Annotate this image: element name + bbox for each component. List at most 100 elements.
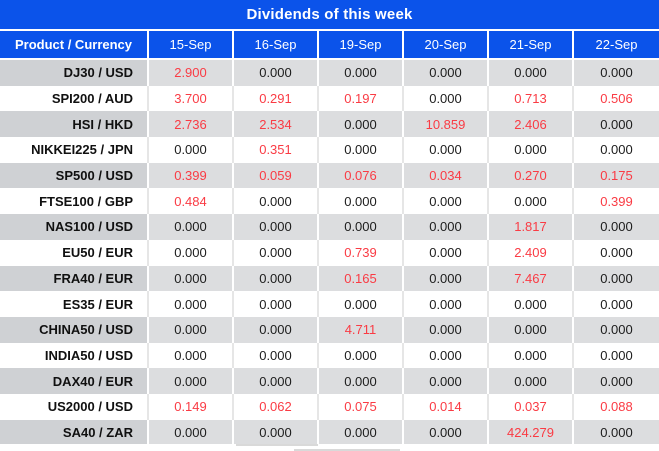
dividend-value-cell: 0.149 [149,393,234,420]
dividend-value-cell: 2.534 [234,111,319,138]
dividend-value-cell: 0.165 [319,265,404,292]
dividend-value-cell: 0.000 [319,291,404,317]
product-cell: INDIA50 / USD [0,342,149,369]
dividend-value-cell: 0.000 [234,60,319,86]
dividend-value-cell: 0.000 [319,111,404,138]
dividend-value-cell: 0.059 [234,162,319,189]
dividend-value-cell: 0.000 [149,239,234,266]
dividend-value-cell: 0.014 [404,393,489,420]
product-cell: ES35 / EUR [0,291,149,317]
table-row: FRA40 / EUR 0.000 0.000 0.165 0.000 7.467 0.00… [0,265,659,292]
dividend-value-cell: 0.000 [234,291,319,317]
table-row: DJ30 / USD 2.900 0.000 0.000 0.000 0.000 0.000 [0,60,659,86]
dividend-value-cell: 4.711 [319,316,404,343]
table-row: SA40 / ZAR 0.000 0.000 0.000 0.000 424.279 0.0… [0,419,659,446]
table-row: SPI200 / AUD 3.700 0.291 0.197 0.000 0.713 0.5… [0,85,659,112]
dividend-value-cell: 424.279 [489,419,574,446]
dividend-value-cell: 0.000 [234,265,319,292]
table-row: EU50 / EUR 0.000 0.000 0.739 0.000 2.409 0.000 [0,239,659,266]
dividend-value-cell: 0.399 [149,162,234,189]
column-header-date: 20-Sep [404,31,489,60]
table-row: FTSE100 / GBP 0.484 0.000 0.000 0.000 0.000 0.… [0,188,659,215]
dividend-value-cell: 0.000 [234,239,319,266]
dividend-value-cell: 0.000 [574,111,659,138]
product-cell: NIKKEI225 / JPN [0,137,149,163]
dividend-value-cell: 0.000 [574,214,659,240]
dividend-value-cell: 0.000 [149,291,234,317]
dividend-value-cell: 0.484 [149,188,234,215]
table-row: NIKKEI225 / JPN 0.000 0.351 0.000 0.000 0.000… [0,137,659,163]
dividend-value-cell: 0.000 [489,342,574,369]
dividend-value-cell: 0.000 [404,368,489,394]
column-header-date: 15-Sep [149,31,234,60]
product-cell: SP500 / USD [0,162,149,189]
dividend-value-cell: 0.000 [574,291,659,317]
dividend-value-cell: 0.000 [234,342,319,369]
dividend-value-cell: 0.088 [574,393,659,420]
dividend-value-cell: 0.000 [404,188,489,215]
dividends-table: Product / Currency 15-Sep 16-Sep 19-Sep 20-S… [0,31,659,446]
dividend-value-cell: 0.000 [149,214,234,240]
page-title: Dividends of this week [246,6,413,23]
dividend-value-cell: 0.000 [319,368,404,394]
dividend-value-cell: 0.000 [404,239,489,266]
product-cell: CHINA50 / USD [0,316,149,343]
dividend-value-cell: 0.000 [234,316,319,343]
dividend-value-cell: 0.000 [574,265,659,292]
dividend-value-cell: 0.270 [489,162,574,189]
table-row: US2000 / USD 0.149 0.062 0.075 0.014 0.037 0.0… [0,393,659,420]
column-header-product-currency: Product / Currency [0,31,149,60]
column-header-date: 16-Sep [234,31,319,60]
dividend-value-cell: 0.000 [404,316,489,343]
dividend-value-cell: 7.467 [489,265,574,292]
cutoff-strip [0,444,659,451]
cutoff-border-segment [294,449,400,451]
table-row: HSI / HKD 2.736 2.534 0.000 10.859 2.406 0.000 [0,111,659,138]
dividend-value-cell: 0.000 [149,419,234,446]
dividend-value-cell: 0.062 [234,393,319,420]
dividend-value-cell: 0.037 [489,393,574,420]
cutoff-border-segment [236,444,318,446]
dividend-value-cell: 0.000 [149,368,234,394]
product-cell: FRA40 / EUR [0,265,149,292]
dividend-value-cell: 0.000 [234,188,319,215]
dividend-value-cell: 2.736 [149,111,234,138]
dividend-value-cell: 0.000 [319,419,404,446]
dividend-value-cell: 0.000 [149,342,234,369]
table-row: SP500 / USD 0.399 0.059 0.076 0.034 0.270 0.17… [0,162,659,189]
product-cell: FTSE100 / GBP [0,188,149,215]
dividend-value-cell: 10.859 [404,111,489,138]
dividend-value-cell: 3.700 [149,85,234,112]
dividend-value-cell: 0.000 [149,137,234,163]
product-cell: EU50 / EUR [0,239,149,266]
dividend-value-cell: 0.506 [574,85,659,112]
dividend-value-cell: 0.000 [489,137,574,163]
product-cell: DJ30 / USD [0,60,149,86]
product-cell: NAS100 / USD [0,214,149,240]
column-header-date: 21-Sep [489,31,574,60]
table-title-bar: Dividends of this week [0,0,659,29]
dividend-value-cell: 0.000 [574,137,659,163]
dividend-value-cell: 0.000 [489,60,574,86]
dividend-value-cell: 0.351 [234,137,319,163]
table-row: DAX40 / EUR 0.000 0.000 0.000 0.000 0.000 0.00… [0,368,659,394]
product-cell: HSI / HKD [0,111,149,138]
dividend-value-cell: 0.000 [234,368,319,394]
dividend-value-cell: 0.175 [574,162,659,189]
product-cell: DAX40 / EUR [0,368,149,394]
dividend-value-cell: 0.291 [234,85,319,112]
dividend-value-cell: 0.000 [404,214,489,240]
dividend-value-cell: 0.000 [234,419,319,446]
dividend-value-cell: 0.000 [489,368,574,394]
dividend-value-cell: 0.713 [489,85,574,112]
dividend-value-cell: 0.000 [574,342,659,369]
dividend-value-cell: 0.000 [489,188,574,215]
dividend-value-cell: 1.817 [489,214,574,240]
dividend-value-cell: 0.000 [149,316,234,343]
dividend-value-cell: 0.000 [149,265,234,292]
dividend-value-cell: 0.000 [404,265,489,292]
table-header: Product / Currency 15-Sep 16-Sep 19-Sep 20-S… [0,31,659,60]
dividend-value-cell: 2.900 [149,60,234,86]
dividend-value-cell: 0.000 [574,316,659,343]
product-cell: SPI200 / AUD [0,85,149,112]
